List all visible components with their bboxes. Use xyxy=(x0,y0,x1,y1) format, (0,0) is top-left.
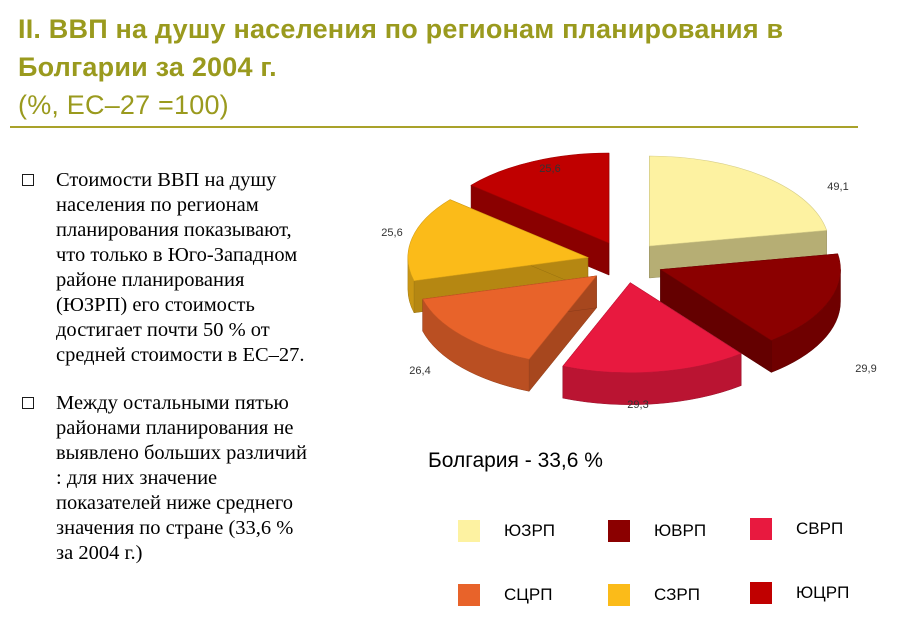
square-bullet-icon xyxy=(22,397,34,409)
bullet-text: Стоимости ВВП на душу населения по регио… xyxy=(56,169,305,366)
pie-slice-top xyxy=(470,152,610,244)
title-line-1: II. ВВП на душу населения по регионам пл… xyxy=(18,14,784,44)
data-label-СВРП: 29,3 xyxy=(627,399,648,411)
pie-slice-ЮВРП xyxy=(659,253,841,373)
data-label-ЮЗРП: 49,1 xyxy=(827,181,848,193)
legend-label: ЮВРП xyxy=(654,521,707,540)
title-line-3: (%, ЕС–27 =100) xyxy=(18,90,229,120)
pie-slice-СВРП xyxy=(562,281,742,405)
data-label-СЦРП: 26,4 xyxy=(409,365,430,377)
legend-label: СЗРП xyxy=(654,585,700,604)
country-average-label: Болгария - 33,6 % xyxy=(428,449,603,472)
title-line-2: Болгарии за 2004 г. xyxy=(18,52,277,82)
page-title: II. ВВП на душу населения по регионам пл… xyxy=(18,10,878,124)
data-label-СЗРП: 25,6 xyxy=(381,227,402,239)
pie-slice-top xyxy=(562,282,742,373)
pie-slice-top xyxy=(407,199,590,282)
bullet-item: Между остальными пятью районами планиров… xyxy=(20,391,360,566)
pie-slice-top xyxy=(422,275,598,360)
pie-slice-СЦРП xyxy=(422,275,598,393)
legend-swatch xyxy=(750,518,772,540)
pie-slice-top xyxy=(659,253,841,341)
legend-swatch xyxy=(458,584,480,606)
bullet-list: Стоимости ВВП на душу населения по регио… xyxy=(20,168,360,589)
data-label-ЮВРП: 29,9 xyxy=(855,363,876,375)
pie-chart: 49,1 29,9 29,3 26,4 25,6 25,6 xyxy=(381,152,877,411)
legend-label: СВРП xyxy=(796,519,844,538)
legend-swatch xyxy=(750,582,772,604)
legend-swatch xyxy=(458,520,480,542)
legend-swatch xyxy=(608,520,630,542)
legend-label: ЮЗРП xyxy=(504,521,555,540)
legend-label: СЦРП xyxy=(504,585,553,604)
data-label-ЮЦРП: 25,6 xyxy=(539,163,560,175)
square-bullet-icon xyxy=(22,174,34,186)
bullet-item: Стоимости ВВП на душу населения по регио… xyxy=(20,168,360,368)
title-divider xyxy=(10,126,858,128)
pie-slice-top xyxy=(649,155,828,247)
legend-swatch xyxy=(608,584,630,606)
bullet-text: Между остальными пятью районами планиров… xyxy=(56,392,307,564)
legend-label: ЮЦРП xyxy=(796,583,850,602)
